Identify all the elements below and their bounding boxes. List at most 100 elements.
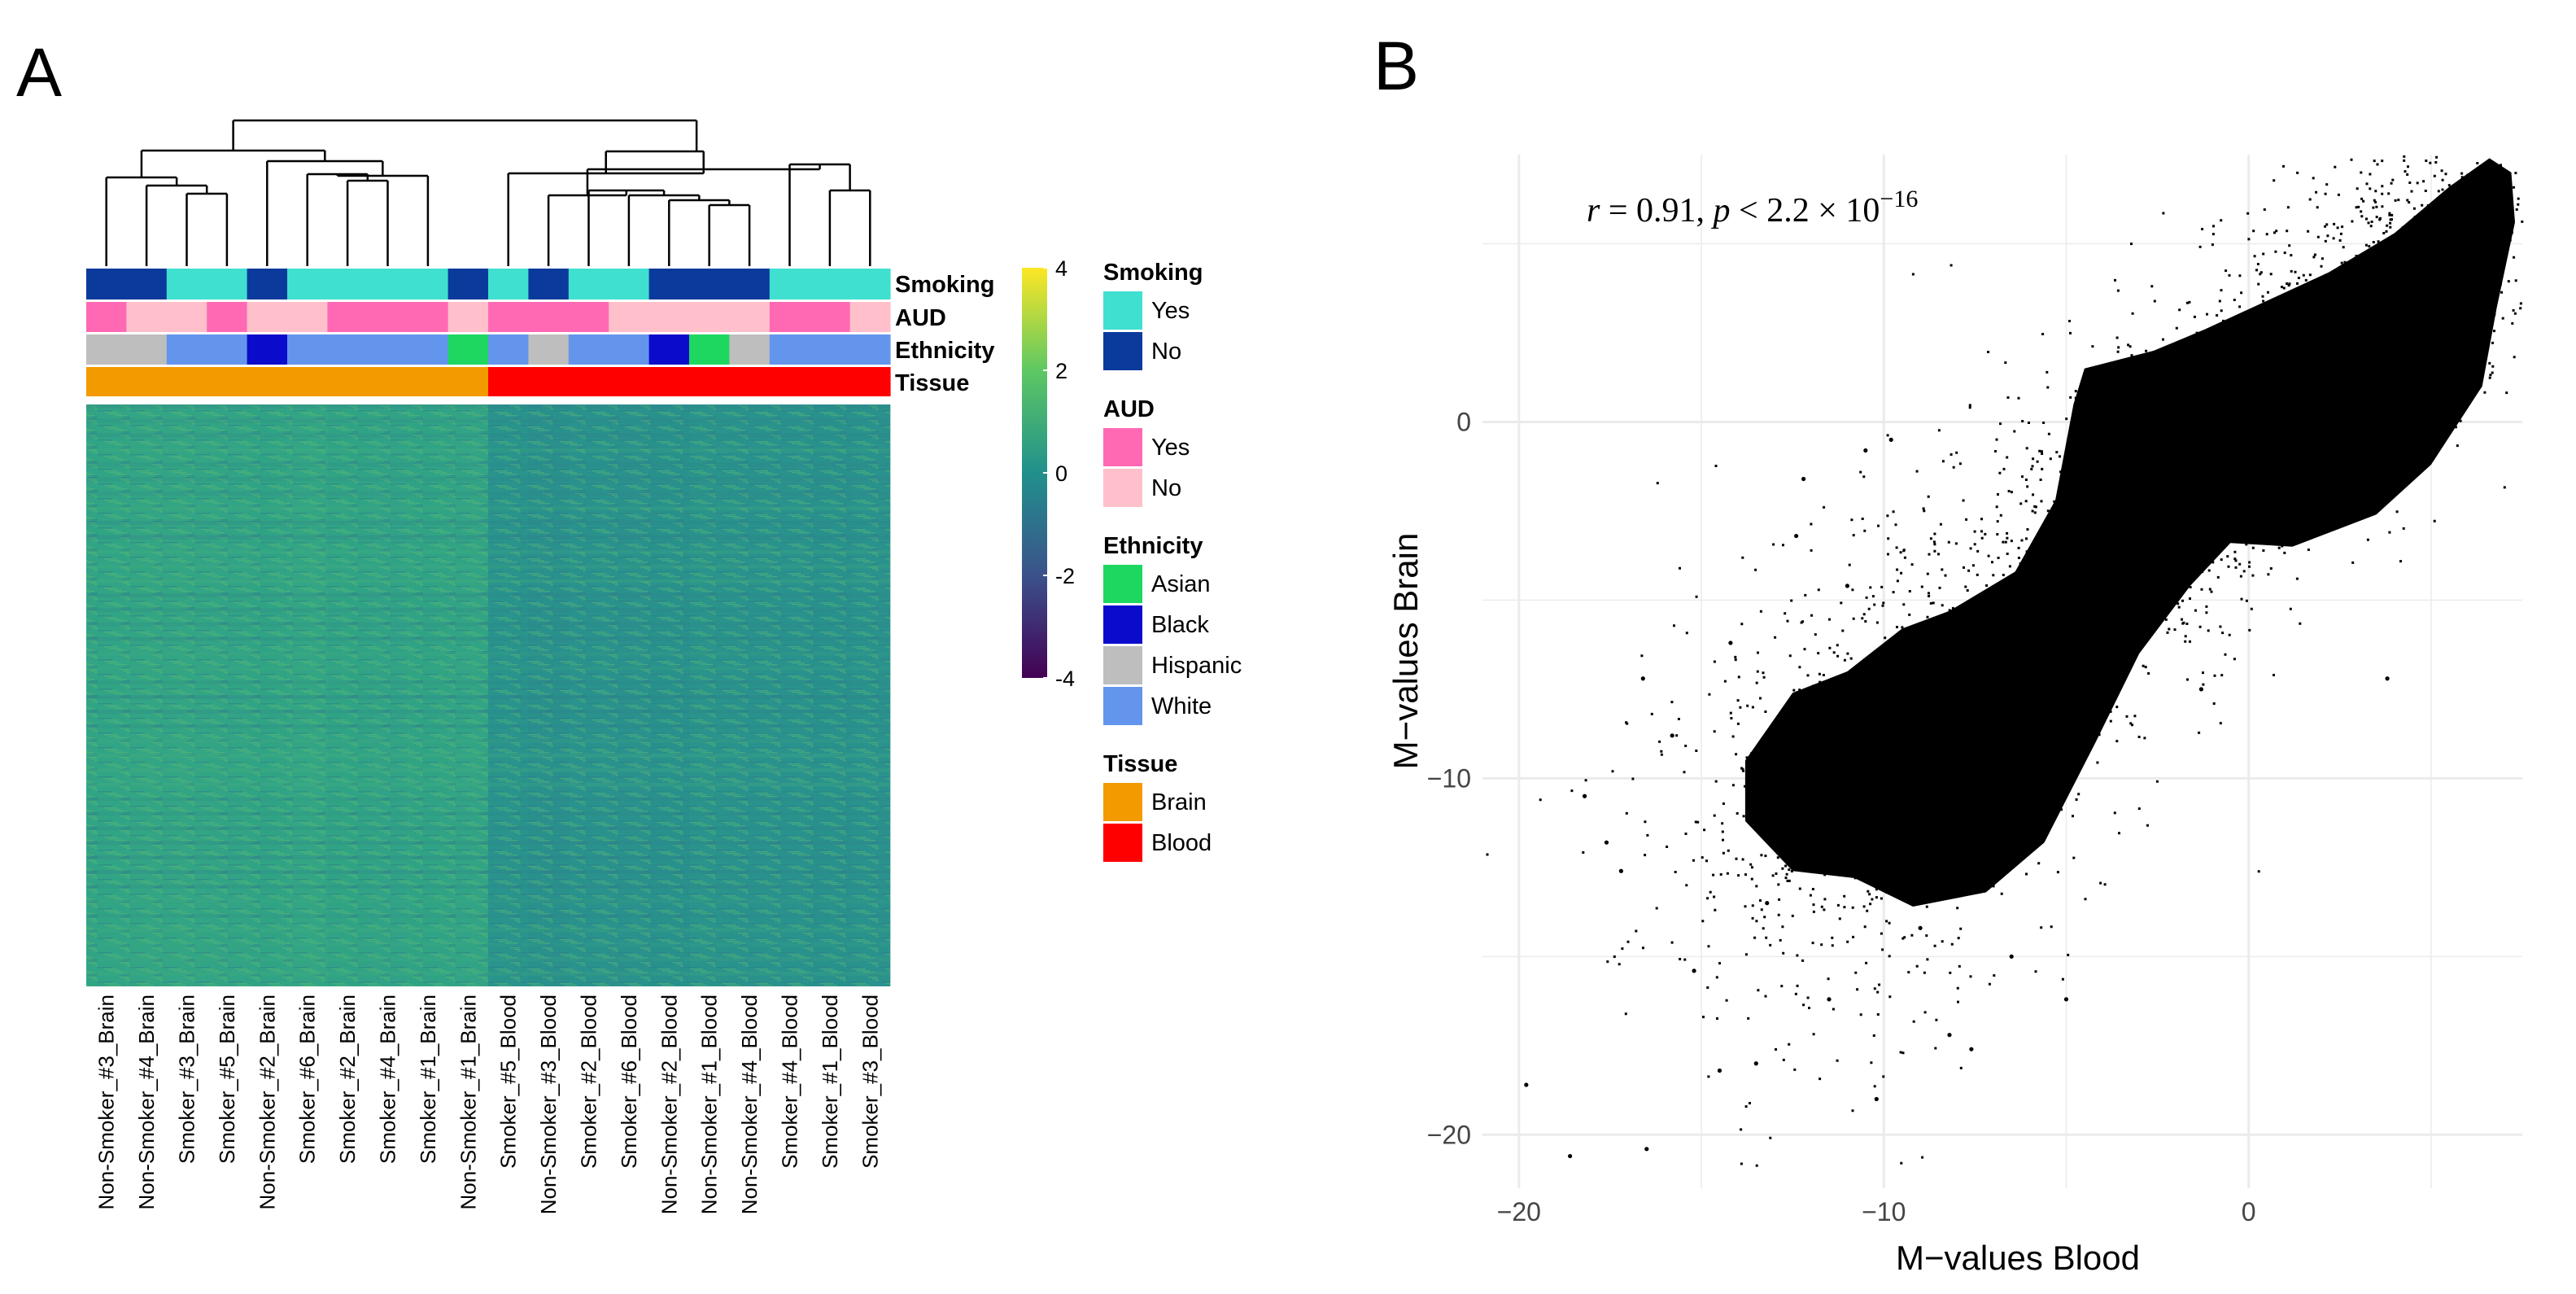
y-axis-title: M−values Brain: [1386, 533, 1425, 770]
heatmap-row-band: [86, 797, 890, 802]
heatmap-row-band: [86, 637, 890, 641]
heatmap-row-band: [86, 855, 890, 859]
annot-cell-smoking-12: [568, 269, 609, 299]
panel-a-label: A: [16, 34, 62, 111]
heatmap-row-band: [86, 404, 890, 409]
sample-label-15: Non-Smoker_#1_Blood: [697, 995, 722, 1214]
heatmap-row-band: [86, 695, 890, 700]
stat-r-value: = 0.91,: [1600, 192, 1713, 230]
heatmap-row-band: [86, 782, 890, 787]
colorbar-tick--4: -4: [1055, 667, 1075, 691]
heatmap-row-band: [86, 972, 890, 976]
heatmap-row-band: [86, 593, 890, 598]
annot-cell-ethnicity-7: [367, 334, 408, 365]
scatter-points: [1486, 155, 2524, 1167]
annot-cell-tissue-3: [207, 367, 248, 396]
heatmap-row-band: [86, 579, 890, 584]
heatmap-row-band: [86, 928, 890, 933]
annot-cell-ethnicity-13: [609, 334, 650, 365]
annot-cell-tissue-9: [448, 367, 489, 396]
scatter-point-outlier-15: [2063, 997, 2069, 1002]
colorbar-tick-2: 2: [1055, 359, 1068, 383]
annot-cell-tissue-11: [528, 367, 570, 396]
annot-cell-tissue-4: [247, 367, 288, 396]
annot-cell-aud-3: [207, 302, 248, 332]
annot-cell-smoking-10: [488, 269, 529, 299]
heatmap-row-band: [86, 841, 890, 846]
scatter-point-outlier-14: [1969, 1047, 1974, 1051]
scatter-point-outlier-21: [1794, 533, 1799, 539]
scatter-point-outlier-2: [1644, 1147, 1649, 1152]
y-tick-1: −10: [1427, 763, 1471, 793]
sample-label-7: Smoker_#4_Brain: [376, 995, 400, 1164]
axis-ticks: −20 −10 0 0 −10 −20: [1427, 407, 2256, 1226]
heatmap-row-band: [86, 564, 890, 569]
x-axis-title: M−values Blood: [1896, 1239, 2140, 1277]
legend-title-aud: AUD: [1103, 396, 1155, 422]
legend-swatch-smoking-yes: [1103, 291, 1142, 330]
heatmap-texture: [86, 404, 890, 986]
annot-cell-smoking-18: [810, 269, 851, 299]
legend-label-tissue-brain: Brain: [1151, 789, 1207, 815]
heatmap-row-band: [86, 898, 890, 903]
annot-cell-ethnicity-1: [126, 334, 168, 365]
scatter-point-outlier-11: [1863, 448, 1868, 453]
annot-cell-smoking-1: [126, 269, 168, 299]
panel-b-scatter: −20 −10 0 0 −10 −20 r = 0.91, p < 2.2 × 10−16…: [1386, 155, 2524, 1277]
legend-label-ethnicity-asian: Asian: [1151, 571, 1211, 597]
annot-cell-smoking-15: [689, 269, 730, 299]
sample-label-16: Non-Smoker_#4_Blood: [737, 995, 762, 1214]
colorbar-tick--2: -2: [1055, 564, 1075, 588]
annot-cell-aud-6: [327, 302, 369, 332]
legend-label-smoking-yes: Yes: [1151, 298, 1190, 324]
annot-cell-aud-7: [367, 302, 408, 332]
correlation-annotation: r = 0.91, p < 2.2 × 10−16: [1587, 186, 1918, 230]
annot-cell-tissue-6: [327, 367, 369, 396]
annot-cell-ethnicity-17: [769, 334, 810, 365]
annot-cell-smoking-3: [207, 269, 248, 299]
annot-cell-smoking-11: [528, 269, 570, 299]
scatter-point-outlier-13: [1874, 1096, 1879, 1102]
heatmap-row-band: [86, 710, 890, 715]
heatmap-body: [86, 404, 891, 986]
sample-label-4: Non-Smoker_#2_Brain: [255, 995, 279, 1209]
scatter-point-outlier-22: [1670, 733, 1674, 738]
legend-label-ethnicity-hispanic: Hispanic: [1151, 653, 1242, 679]
legend-swatch-tissue-blood: [1103, 824, 1142, 862]
column-dendrogram: [105, 119, 871, 266]
sample-label-5: Smoker_#6_Brain: [295, 995, 320, 1164]
legend-label-smoking-no: No: [1151, 339, 1181, 365]
annot-cell-aud-11: [528, 302, 570, 332]
scatter-point-outlier-25: [2009, 954, 2014, 959]
annot-cell-tissue-17: [769, 367, 810, 396]
scatter-point-outlier-19: [2198, 687, 2203, 692]
scatter-point-outlier-3: [1582, 793, 1587, 798]
annot-cell-aud-2: [166, 302, 207, 332]
legend-label-aud-no: No: [1151, 475, 1181, 501]
panel-a-heatmap: Smoking AUD Ethnicity Tissue Non-Smoker_#3_…: [86, 119, 1242, 1214]
annot-cell-ethnicity-10: [488, 334, 529, 365]
annot-cell-ethnicity-3: [207, 334, 248, 365]
annot-cell-ethnicity-2: [166, 334, 207, 365]
sample-label-18: Smoker_#1_Blood: [818, 995, 842, 1169]
annot-label-ethnicity: Ethnicity: [895, 338, 994, 364]
annot-cell-ethnicity-0: [86, 334, 127, 365]
legend-swatch-tissue-brain: [1103, 783, 1142, 821]
annot-cell-tissue-5: [287, 367, 328, 396]
sample-label-6: Smoker_#2_Brain: [335, 995, 360, 1164]
heatmap-row-band: [86, 767, 890, 772]
x-tick-0: −20: [1497, 1197, 1541, 1226]
sample-label-17: Smoker_#4_Blood: [778, 995, 802, 1169]
y-tick-2: −20: [1427, 1120, 1471, 1149]
legend-swatch-aud-no: [1103, 469, 1142, 507]
annot-label-tissue: Tissue: [895, 370, 969, 396]
heatmap-row-band: [86, 754, 890, 758]
colorbar-gradient: [1022, 268, 1047, 678]
legend-swatch-ethnicity-black: [1103, 605, 1142, 644]
annot-cell-aud-12: [568, 302, 609, 332]
annot-cell-aud-19: [849, 302, 891, 332]
scatter-point-outlier-26: [1918, 925, 1923, 930]
heatmap-row-band: [86, 666, 890, 671]
annot-cell-ethnicity-16: [729, 334, 771, 365]
